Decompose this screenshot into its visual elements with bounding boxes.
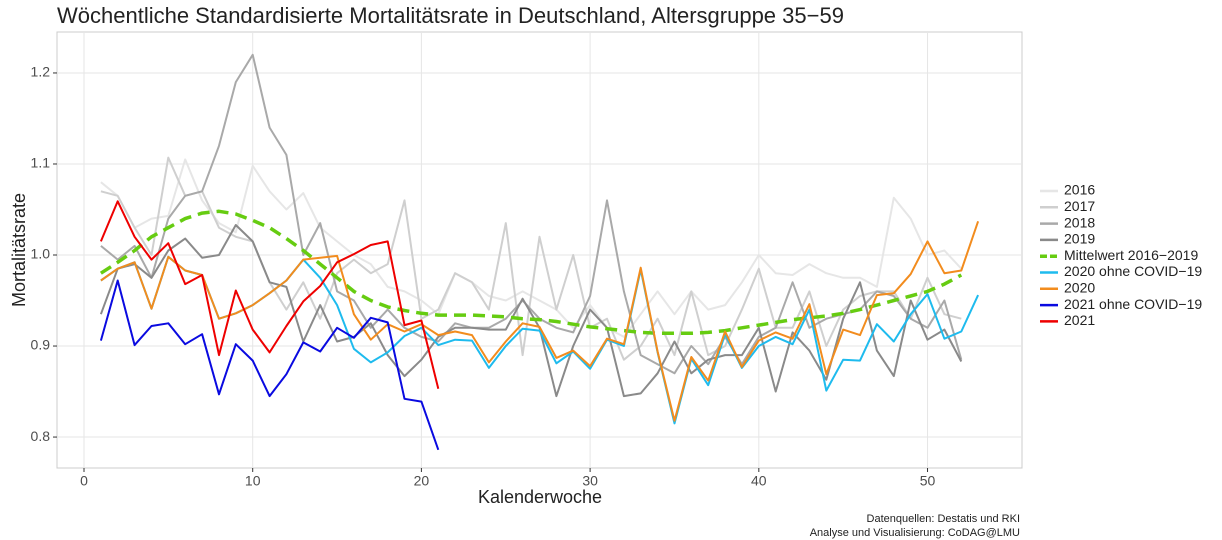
y-axis-label: Mortalitätsrate [9,193,29,307]
caption: Analyse und Visualisierung: CoDAG@LMU [810,527,1020,539]
legend-label: 2019 [1064,231,1095,247]
line [99,209,963,336]
legend-label: 2020 [1064,280,1095,296]
caption: Datenquellen: Destatis und RKI [867,513,1020,525]
legend-label: 2020 ohne COVID−19 [1064,263,1202,279]
x-tick-label: 0 [80,473,88,489]
legend-label: 2017 [1064,198,1095,214]
y-tick-label: 1.0 [31,246,51,262]
y-tick-label: 1.2 [31,64,51,80]
y-tick-label: 1.1 [31,155,51,171]
y-tick-label: 0.8 [31,428,51,444]
line [99,224,963,398]
y-tick-label: 0.9 [31,337,51,353]
legend-label: Mittelwert 2016−2019 [1064,247,1198,263]
panel [56,31,1023,469]
x-tick-label: 50 [920,473,936,489]
x-tick-label: 40 [751,473,767,489]
legend-label: 2021 [1064,312,1095,328]
x-tick-label: 30 [582,473,598,489]
x-tick-label: 10 [245,473,261,489]
line [99,279,440,451]
legend-label: 2018 [1064,214,1095,230]
line [99,200,440,390]
line [100,156,962,361]
line [100,220,980,422]
chart-title: Wöchentliche Standardisierte Mortalitäts… [57,3,844,28]
legend-label: 2021 ohne COVID−19 [1064,296,1202,312]
x-axis-label: Kalenderwoche [478,487,602,507]
x-tick-label: 20 [414,473,430,489]
legend-label: 2016 [1064,182,1095,198]
line [100,53,963,375]
